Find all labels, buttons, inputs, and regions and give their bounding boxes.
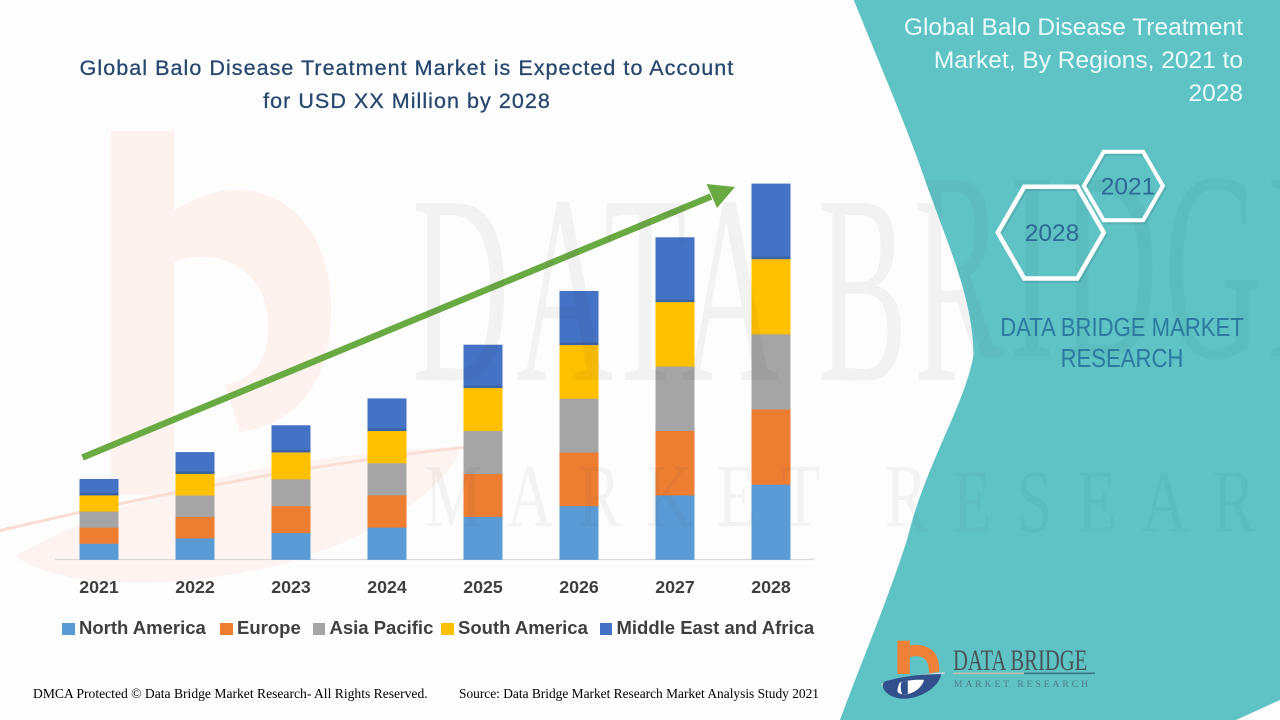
svg-text:DATA BRIDGE: DATA BRIDGE [953,643,1087,677]
svg-text:MARKET RESEARCH: MARKET RESEARCH [954,680,1091,690]
svg-text:2021: 2021 [1101,174,1156,201]
svg-text:MARKET RESEARCH: MARKET RESEARCH [425,452,1280,551]
svg-text:2028: 2028 [1025,220,1080,247]
